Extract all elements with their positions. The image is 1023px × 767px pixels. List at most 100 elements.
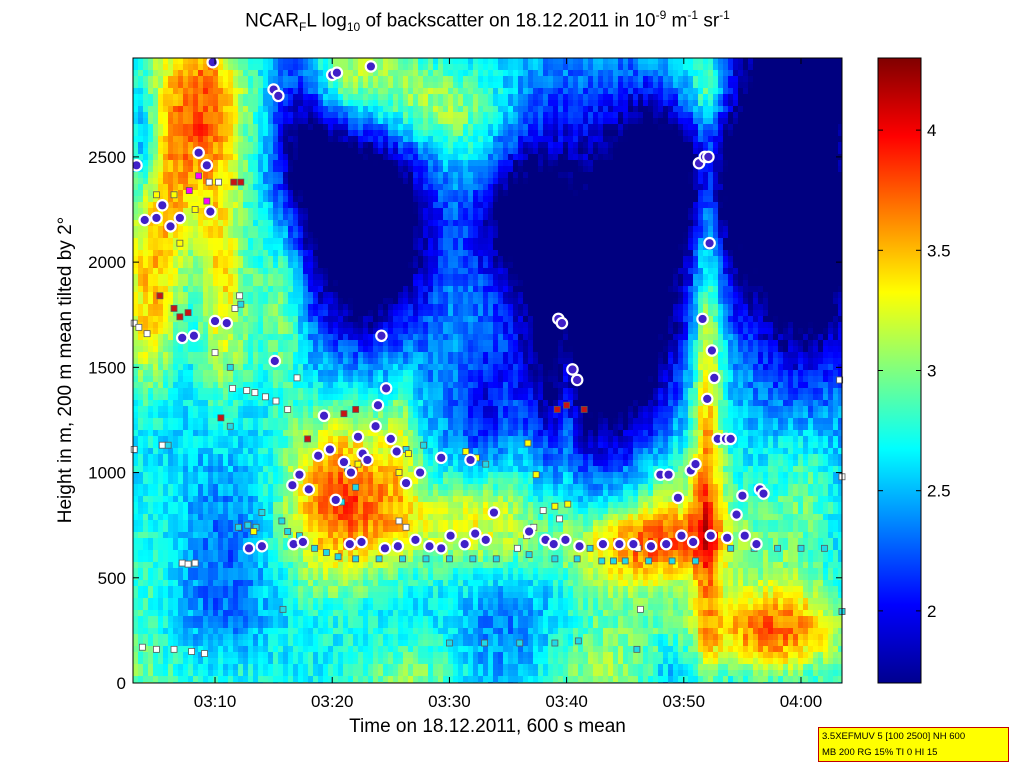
heatmap-cell [183, 454, 188, 460]
heatmap-cell [333, 676, 338, 682]
heatmap-cell [303, 352, 308, 358]
heatmap-cell [303, 364, 308, 370]
heatmap-cell [173, 118, 178, 124]
heatmap-cell [363, 112, 368, 118]
heatmap-cell [193, 568, 198, 574]
heatmap-cell [208, 262, 213, 268]
heatmap-cell [143, 322, 148, 328]
heatmap-cell [188, 208, 193, 214]
heatmap-cell [273, 238, 278, 244]
heatmap-cell [323, 574, 328, 580]
heatmap-cell [168, 448, 173, 454]
heatmap-cell [238, 574, 243, 580]
heatmap-cell [333, 550, 338, 556]
heatmap-cell [333, 508, 338, 514]
heatmap-cell [148, 208, 153, 214]
heatmap-cell [308, 310, 313, 316]
heatmap-cell [238, 514, 243, 520]
heatmap-cell [313, 490, 318, 496]
heatmap-cell [258, 580, 263, 586]
heatmap-cell [228, 166, 233, 172]
heatmap-cell [158, 598, 163, 604]
heatmap-cell [283, 274, 288, 280]
heatmap-cell [328, 382, 333, 388]
heatmap-cell [293, 220, 298, 226]
heatmap-cell [178, 328, 183, 334]
heatmap-cell [133, 472, 138, 478]
heatmap-cell [328, 202, 333, 208]
heatmap-cell [308, 340, 313, 346]
heatmap-cell [353, 232, 358, 238]
heatmap-cell [263, 226, 268, 232]
heatmap-cell [138, 592, 143, 598]
heatmap-cell [278, 466, 283, 472]
heatmap-cell [323, 628, 328, 634]
heatmap-cell [148, 670, 153, 676]
heatmap-cell [273, 250, 278, 256]
heatmap-cell [273, 598, 278, 604]
heatmap-cell [303, 160, 308, 166]
heatmap-cell [263, 562, 268, 568]
heatmap-cell [313, 70, 318, 76]
heatmap-cell [153, 124, 158, 130]
heatmap-cell [303, 208, 308, 214]
heatmap-cell [258, 340, 263, 346]
heatmap-cell [263, 244, 268, 250]
heatmap-cell [248, 388, 253, 394]
heatmap-cell [293, 676, 298, 682]
heatmap-cell [218, 544, 223, 550]
heatmap-cell [168, 184, 173, 190]
heatmap-cell [358, 106, 363, 112]
heatmap-cell [193, 652, 198, 658]
heatmap-cell [348, 340, 353, 346]
heatmap-cell [338, 514, 343, 520]
heatmap-cell [168, 190, 173, 196]
heatmap-cell [338, 538, 343, 544]
heatmap-cell [173, 142, 178, 148]
heatmap-cell [358, 604, 363, 610]
heatmap-cell [253, 184, 258, 190]
heatmap-cell [343, 640, 348, 646]
heatmap-cell [293, 250, 298, 256]
heatmap-cell [303, 460, 308, 466]
heatmap-cell [338, 172, 343, 178]
heatmap-cell [228, 274, 233, 280]
heatmap-cell [198, 130, 203, 136]
heatmap-cell [293, 424, 298, 430]
heatmap-cell [163, 394, 168, 400]
heatmap-cell [323, 82, 328, 88]
heatmap-cell [278, 436, 283, 442]
heatmap-cell [323, 616, 328, 622]
heatmap-cell [233, 664, 238, 670]
heatmap-cell [193, 418, 198, 424]
heatmap-cell [313, 658, 318, 664]
heatmap-cell [358, 346, 363, 352]
heatmap-cell [183, 412, 188, 418]
heatmap-cell [148, 466, 153, 472]
heatmap-cell [213, 340, 218, 346]
heatmap-cell [168, 346, 173, 352]
heatmap-cell [368, 214, 373, 220]
heatmap-cell [203, 448, 208, 454]
heatmap-cell [348, 100, 353, 106]
heatmap-cell [138, 454, 143, 460]
heatmap-cell [173, 496, 178, 502]
heatmap-cell [368, 334, 373, 340]
heatmap-cell [338, 358, 343, 364]
heatmap-cell [178, 394, 183, 400]
heatmap-cell [193, 256, 198, 262]
heatmap-cell [178, 628, 183, 634]
heatmap-cell [258, 520, 263, 526]
heatmap-cell [158, 142, 163, 148]
heatmap-cell [233, 142, 238, 148]
heatmap-cell [178, 130, 183, 136]
heatmap-cell [193, 136, 198, 142]
heatmap-cell [203, 220, 208, 226]
heatmap-cell [343, 250, 348, 256]
heatmap-cell [318, 76, 323, 82]
heatmap-cell [178, 664, 183, 670]
heatmap-cell [288, 346, 293, 352]
heatmap-cell [333, 574, 338, 580]
heatmap-cell [328, 184, 333, 190]
heatmap-cell [173, 172, 178, 178]
